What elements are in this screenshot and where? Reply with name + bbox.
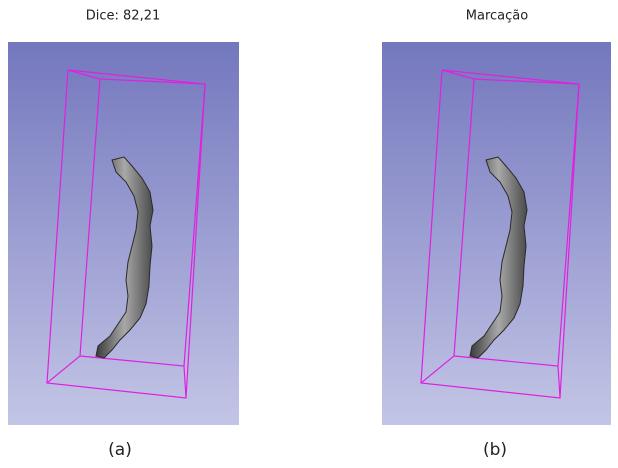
panel-title: Marcação	[466, 9, 528, 24]
panel-title: Dice: 82,21	[86, 9, 161, 24]
render-b	[382, 42, 611, 425]
panel-caption: (a)	[108, 440, 132, 460]
panel-caption: (b)	[483, 440, 507, 460]
render-a	[8, 42, 239, 425]
